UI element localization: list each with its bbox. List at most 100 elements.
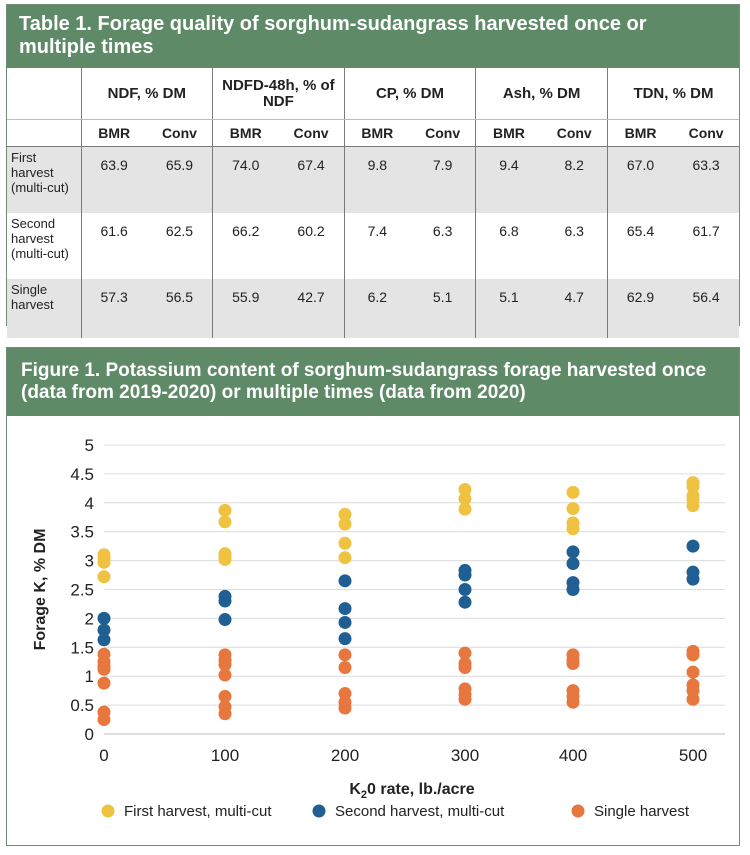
- table-cell: 42.7: [278, 278, 345, 338]
- table-corner-cell: [7, 119, 82, 147]
- data-point-series-1: [566, 522, 580, 536]
- table-cell: 67.4: [278, 146, 345, 213]
- data-point-series-2: [566, 583, 580, 596]
- y-tick-label: 0: [85, 725, 94, 744]
- column-group-header: CP, % DM: [344, 68, 477, 120]
- table-title: Table 1. Forage quality of sorghum-sudan…: [7, 5, 739, 68]
- subheader-bmr: BMR: [344, 119, 410, 147]
- x-tick-label: 300: [451, 746, 479, 765]
- table-cell: 5.1: [475, 278, 542, 338]
- subheader-bmr: BMR: [475, 119, 542, 147]
- subheader-conv: Conv: [541, 119, 608, 147]
- table-cell: 67.0: [607, 146, 674, 213]
- data-point-series-3: [97, 662, 111, 676]
- y-axis-title: Forage K, % DM: [32, 529, 49, 651]
- data-point-series-3: [458, 661, 472, 675]
- table-cell: 56.4: [673, 278, 739, 338]
- figure-panel: Figure 1. Potassium content of sorghum-s…: [6, 347, 740, 846]
- table-cell: 6.8: [499, 222, 519, 239]
- data-point-series-3: [566, 656, 580, 670]
- subheader-bmr: BMR: [212, 119, 279, 147]
- data-point-series-2: [458, 583, 472, 596]
- data-point-series-1: [218, 515, 232, 529]
- y-tick-label: 3: [85, 552, 94, 571]
- legend-label: Single harvest: [594, 803, 690, 820]
- legend-label: First harvest, multi-cut: [124, 803, 272, 820]
- table-cell: 62.9: [607, 278, 674, 338]
- y-tick-label: 4: [85, 494, 94, 513]
- table-cell: 9.8: [344, 146, 410, 213]
- x-tick-label: 500: [679, 746, 707, 765]
- legend-marker: [312, 804, 326, 818]
- column-group-header: TDN, % DM: [607, 68, 739, 120]
- table-row: Second harvest (multi-cut) 61.6 62.5 66.…: [7, 212, 739, 279]
- y-tick-label: 1: [85, 667, 94, 686]
- table-cell: 6.2: [344, 278, 410, 338]
- data-point-series-3: [458, 646, 472, 660]
- data-point-series-1: [338, 536, 352, 550]
- table-cell: 60.2: [278, 212, 345, 279]
- data-point-series-1: [566, 502, 580, 516]
- subheader-conv: Conv: [146, 119, 214, 147]
- table-cell: 66.2: [232, 222, 260, 239]
- data-point-series-1: [97, 570, 111, 584]
- subheader-conv: Conv: [673, 119, 739, 147]
- data-point-series-2: [338, 615, 352, 629]
- y-tick-label: 0.5: [70, 696, 94, 715]
- table-cell: 6.3: [541, 212, 608, 279]
- x-tick-label: 200: [331, 746, 359, 765]
- table-cell: 62.5: [146, 212, 214, 279]
- table-row: Single harvest 57.3 56.5 55.9 42.7 6.2 5…: [7, 278, 739, 338]
- column-group-header: NDF, % DM: [81, 68, 214, 120]
- y-tick-label: 5: [85, 436, 94, 455]
- data-point-series-1: [686, 480, 700, 494]
- subheader-bmr: BMR: [81, 119, 147, 147]
- data-point-series-3: [218, 668, 232, 682]
- legend-marker: [101, 804, 115, 818]
- data-point-series-1: [458, 502, 472, 516]
- table-cell: 57.3: [81, 278, 147, 338]
- x-tick-label: 0: [99, 746, 108, 765]
- legend-marker: [571, 804, 585, 818]
- table-cell: 63.3: [673, 146, 739, 213]
- data-point-series-3: [458, 692, 472, 706]
- data-point-series-2: [218, 613, 232, 627]
- table-cell: 4.7: [541, 278, 608, 338]
- data-point-series-2: [97, 623, 111, 637]
- row-label: Single harvest: [7, 278, 82, 338]
- x-tick-label: 100: [211, 746, 239, 765]
- data-point-series-2: [686, 572, 700, 586]
- table-cell: 6.3: [409, 212, 477, 279]
- table-cell: 61.7: [692, 222, 720, 239]
- data-point-series-3: [218, 689, 232, 703]
- data-point-series-2: [97, 611, 111, 625]
- column-group-header: NDFD-48h, % of NDF: [212, 68, 345, 120]
- table-cell: 55.9: [212, 278, 279, 338]
- subheader-bmr: BMR: [607, 119, 674, 147]
- data-point-series-1: [458, 492, 472, 506]
- table-cell: 65.4: [626, 222, 655, 239]
- subheader-conv: Conv: [409, 119, 477, 147]
- data-point-series-3: [338, 661, 352, 675]
- data-point-series-1: [97, 555, 111, 569]
- table-cell: 5.1: [409, 278, 477, 338]
- legend-label: Second harvest, multi-cut: [335, 803, 505, 820]
- data-point-series-2: [338, 574, 352, 588]
- data-point-series-3: [686, 665, 700, 679]
- data-point-series-1: [566, 485, 580, 499]
- figure-title: Figure 1. Potassium content of sorghum-s…: [7, 348, 739, 416]
- data-point-series-2: [566, 545, 580, 559]
- table-cell: 63.9: [81, 146, 147, 213]
- data-point-series-1: [338, 517, 352, 531]
- table-row: First harvest (multi-cut) 63.9 65.9 74.0…: [7, 146, 739, 213]
- table-cell: 74.0: [212, 146, 279, 213]
- table-cell: 7.4: [367, 222, 388, 239]
- data-point-series-2: [218, 594, 232, 608]
- data-point-series-2: [686, 539, 700, 553]
- data-point-series-1: [686, 499, 700, 513]
- data-point-series-1: [338, 507, 352, 521]
- x-tick-label: 400: [559, 746, 587, 765]
- data-point-series-3: [338, 701, 352, 715]
- table-header-row: NDF, % DM NDFD-48h, % of NDF CP, % DM As…: [7, 68, 739, 120]
- data-point-series-3: [686, 692, 700, 706]
